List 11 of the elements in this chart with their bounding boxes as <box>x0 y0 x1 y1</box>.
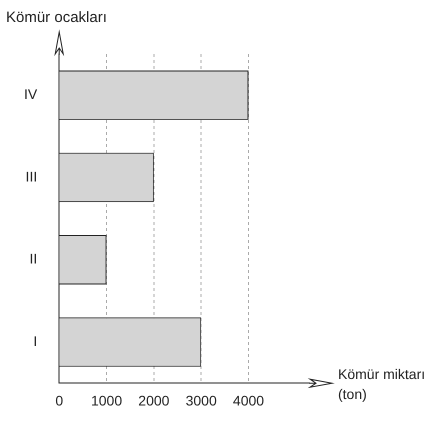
y-axis-title: Kömür ocakları <box>6 9 107 26</box>
y-tick-label: I <box>33 332 38 349</box>
x-tick-label: 2000 <box>138 392 170 408</box>
y-tick-label: II <box>29 250 38 267</box>
x-tick-label: 0 <box>55 392 64 408</box>
y-tick-label: IV <box>24 86 38 102</box>
x-axis-title: Kömür miktarı (ton) <box>338 366 426 402</box>
y-tick-label: III <box>26 168 38 184</box>
x-tick-label: 3000 <box>186 392 217 408</box>
x-tick-label: 1000 <box>90 392 122 408</box>
x-tick-label: 4000 <box>232 392 264 408</box>
